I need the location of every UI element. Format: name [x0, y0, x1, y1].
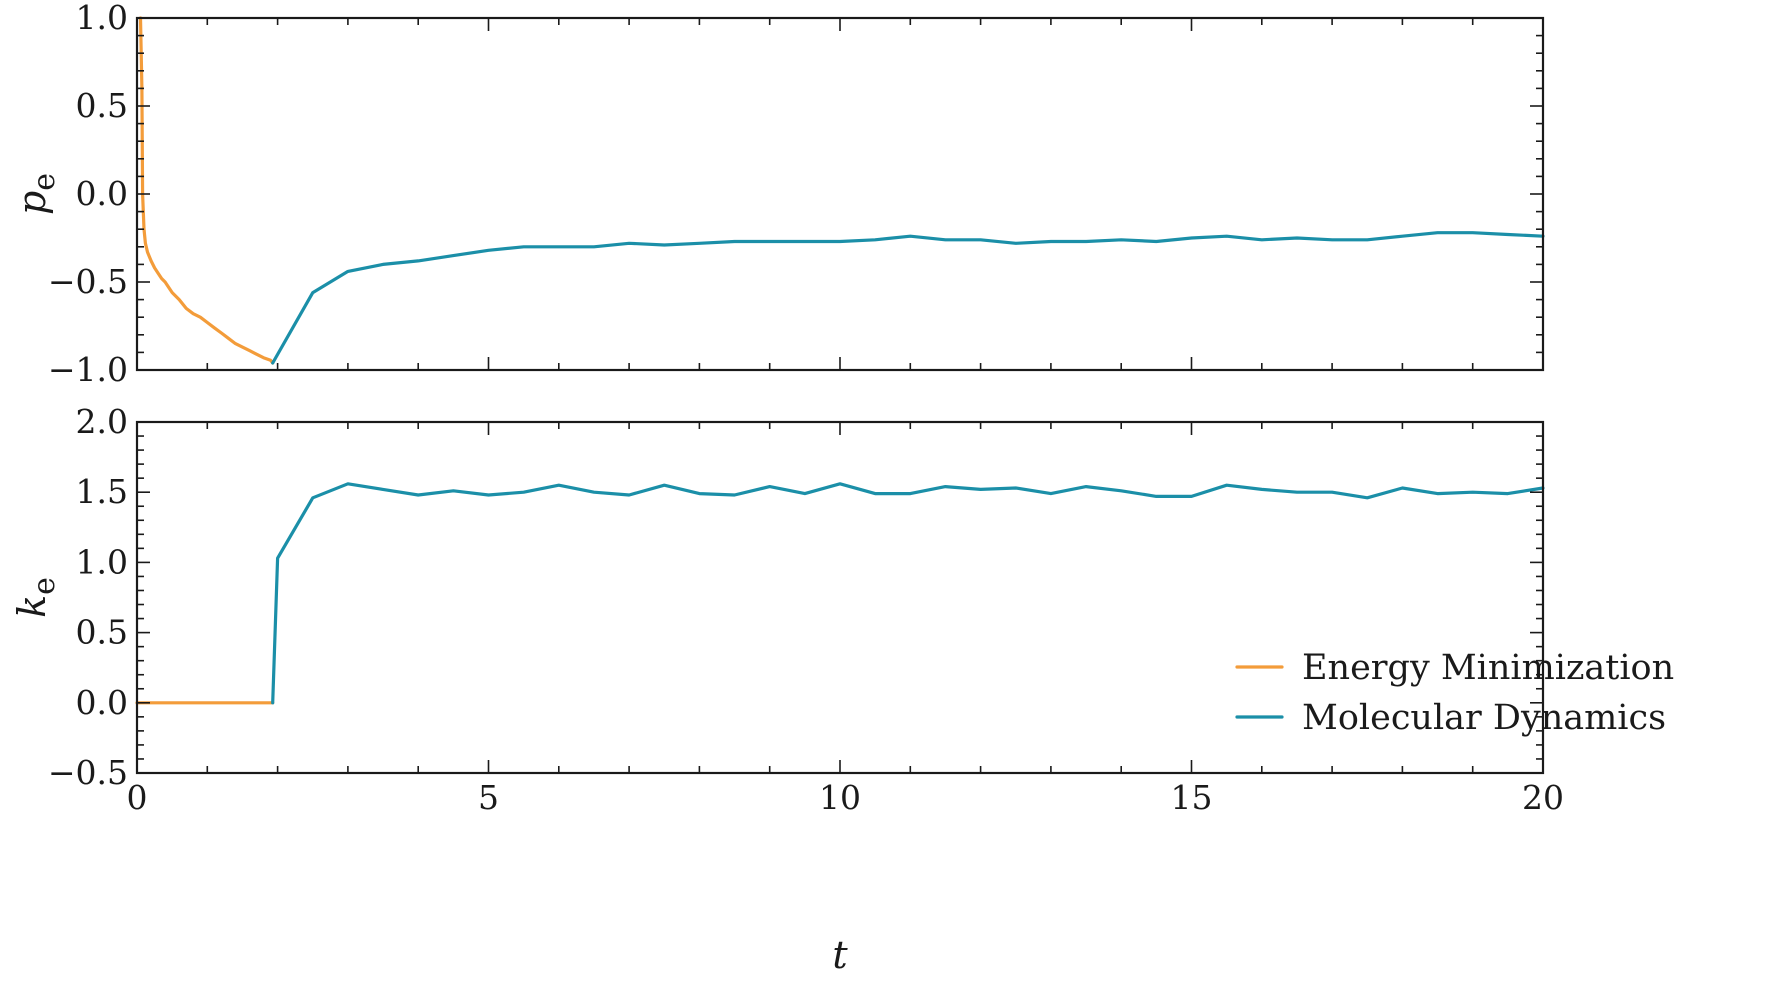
panel-potential-energy: −1.0 −0.5 0.0 0.5 1.0 pe — [10, 0, 1545, 389]
legend: Energy Minimization Molecular Dynamics — [1235, 648, 1674, 738]
y-tick-label: −0.5 — [48, 262, 128, 301]
y-tick-label: −1.0 — [48, 350, 128, 389]
y-tick-label: 0.0 — [76, 683, 128, 722]
plot-frame-top — [135, 16, 1545, 372]
y-tick-label: 1.0 — [76, 0, 128, 37]
panel-kinetic-energy: −0.5 0.0 0.5 1.0 1.5 2.0 0 5 10 15 20 ke Energy Mi… — [10, 402, 1674, 817]
y-axis-label-top-main: p — [10, 191, 54, 215]
y-tick-label: 0.5 — [76, 613, 128, 652]
series-line-energy-minimization — [138, 16, 275, 365]
y-tick-label: 0.5 — [76, 86, 128, 125]
series-line-molecular-dynamics — [271, 231, 1545, 365]
x-tick-label: 15 — [1171, 778, 1213, 817]
y-tick-label: 2.0 — [76, 402, 128, 441]
x-tick-label: 10 — [819, 778, 861, 817]
y-axis-label-top-sub: e — [27, 173, 62, 191]
x-tick-label: 5 — [478, 778, 499, 817]
legend-label-molecular-dynamics: Molecular Dynamics — [1302, 698, 1666, 738]
x-tick-label: 20 — [1522, 778, 1564, 817]
y-axis-label-bottom: ke — [10, 577, 62, 618]
y-axis-label-bottom-main: k — [10, 595, 54, 618]
plot-frame-bottom — [135, 420, 1545, 775]
y-tick-label: 1.0 — [76, 542, 128, 581]
y-tick-label: −0.5 — [48, 753, 128, 792]
x-axis-label: t — [832, 933, 848, 977]
y-tick-label: 0.0 — [76, 174, 128, 213]
y-axis-label-bottom-sub: e — [27, 577, 62, 595]
series-line-molecular-dynamics — [271, 482, 1545, 705]
x-tick-label: 0 — [127, 778, 148, 817]
legend-label-energy-minimization: Energy Minimization — [1302, 648, 1674, 688]
y-tick-label: 1.5 — [76, 472, 128, 511]
y-axis-label-top: pe — [10, 173, 62, 215]
